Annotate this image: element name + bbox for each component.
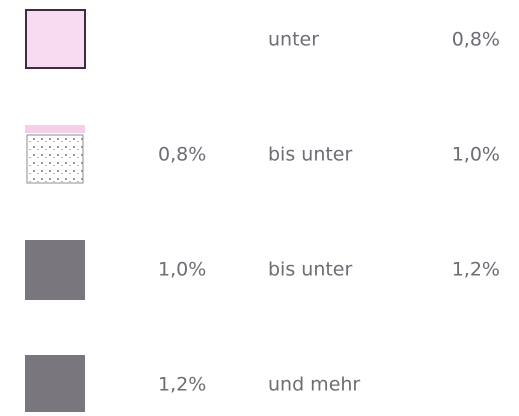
swatch-band: [25, 125, 85, 133]
swatch: [25, 240, 85, 300]
range-connector: bis unter: [268, 259, 353, 281]
range-to: 0,8%: [452, 29, 500, 51]
range-connector: unter: [268, 29, 319, 51]
range-connector: und mehr: [268, 374, 360, 396]
range-from: 1,0%: [158, 259, 206, 281]
range-from: 0,8%: [158, 144, 206, 166]
swatch: [25, 9, 86, 69]
swatch: [25, 355, 85, 415]
range-connector: bis unter: [268, 144, 353, 166]
swatch-texture: [26, 134, 84, 184]
range-to: 1,0%: [452, 144, 500, 166]
range-to: 1,2%: [452, 259, 500, 281]
range-from: 1,2%: [158, 374, 206, 396]
